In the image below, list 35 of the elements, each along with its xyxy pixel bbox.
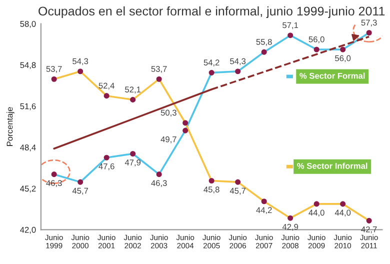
data-label: 53,7 — [46, 66, 62, 73]
y-tick-label: 45,2 — [20, 186, 36, 193]
data-label: 56,0 — [335, 55, 351, 62]
data-label: 47,9 — [124, 160, 141, 166]
data-label: 45,8 — [204, 186, 220, 194]
y-tick-label: 54,8 — [20, 62, 36, 70]
data-label: 55,8 — [256, 38, 272, 46]
legend-label: % Sector Formal — [300, 72, 365, 79]
data-label: 42,9 — [282, 224, 298, 231]
data-label: 54,3 — [72, 58, 88, 66]
data-label: 44,0 — [334, 210, 351, 217]
chart-title: Ocupados en el sector formal e informal, junio 1999-junio 2011 — [38, 6, 385, 18]
y-tick-label: 42,0 — [20, 226, 36, 234]
data-label: 50,3 — [160, 110, 176, 117]
data-label: 42,7 — [361, 226, 377, 234]
data-label: 47,6 — [98, 163, 114, 170]
data-label: 49,7 — [160, 136, 176, 144]
data-label: 56,0 — [308, 36, 324, 44]
data-label: 44,0 — [308, 210, 324, 217]
data-label: 53,7 — [151, 66, 167, 73]
y-axis-title: Porcentaje — [6, 107, 14, 146]
legend-label: % Sector Informal — [297, 162, 368, 169]
y-tick-label: 51,6 — [20, 103, 36, 110]
data-label: 57,1 — [282, 22, 298, 30]
data-label: 57,3 — [361, 20, 377, 27]
data-label: 52,4 — [98, 82, 114, 90]
data-label: 45,7 — [230, 188, 246, 195]
data-label: 54,3 — [230, 58, 246, 66]
y-tick-label: 58,0 — [20, 20, 36, 28]
data-label: 52,1 — [125, 86, 141, 94]
y-tick-label: 48,4 — [20, 144, 36, 152]
data-label: 44,2 — [256, 207, 272, 214]
data-label: 46,3 — [151, 180, 167, 187]
data-label: 54,2 — [204, 60, 220, 66]
data-label: 45,7 — [72, 188, 88, 195]
